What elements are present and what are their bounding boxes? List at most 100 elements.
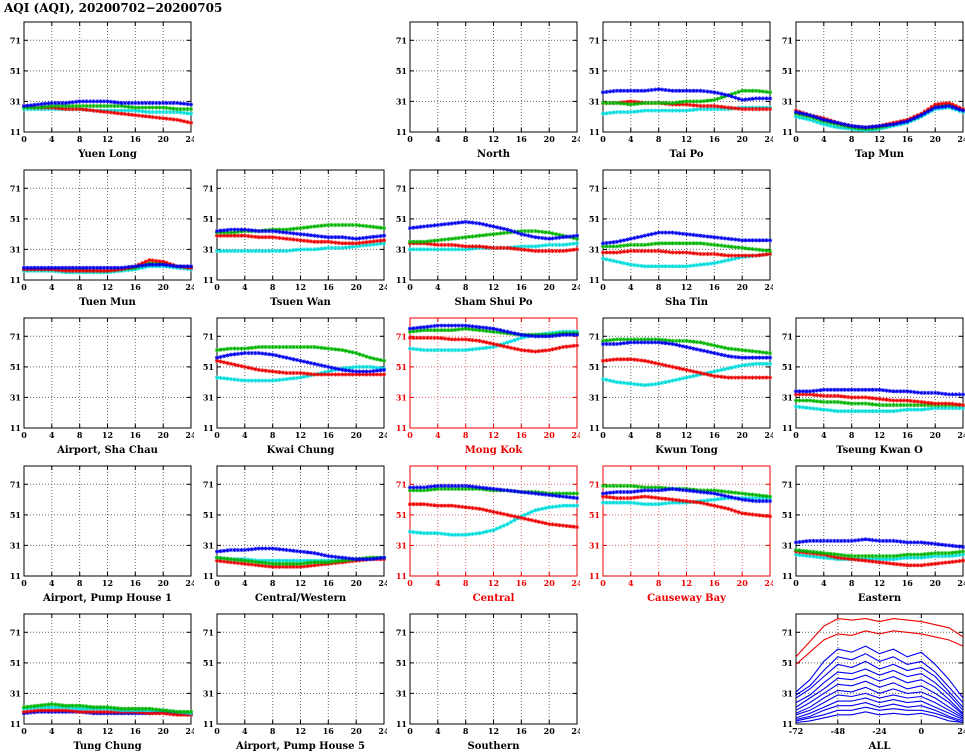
x-tick-label: 20 [158, 134, 170, 144]
x-tick-label: 4 [435, 578, 441, 588]
series-markers-cyan [214, 241, 387, 254]
y-tick-label: 51 [203, 658, 214, 668]
series-markers-cyan [793, 404, 965, 414]
panel-sha-tin: 0 4 8 12 16 20 24 11 31 51 71 Sha Tin [580, 164, 773, 312]
series-markers-green [600, 88, 773, 107]
y-tick-label: 71 [396, 35, 407, 45]
x-tick-label: 0 [21, 134, 27, 144]
y-tick-label: 11 [396, 423, 407, 433]
y-tick-label: 31 [782, 540, 793, 550]
x-tick-label: 20 [351, 282, 363, 292]
series-markers-blue [214, 351, 387, 374]
y-tick-label: 31 [396, 96, 407, 106]
x-tick-label: 16 [709, 578, 721, 588]
y-tick-label: 71 [396, 183, 407, 193]
series-blue-6 [795, 680, 964, 716]
chart-svg-eastern: 0 4 8 12 16 20 24 11 31 51 71 Eastern [782, 465, 965, 604]
chart-svg-causeway-bay: 0 4 8 12 16 20 24 11 31 51 71 Causeway Bay [589, 465, 773, 604]
series-markers-green [600, 241, 773, 254]
panel-yuen-long: 0 4 8 12 16 20 24 11 31 51 71 Yuen Long [1, 16, 194, 164]
x-tick-label: 8 [656, 282, 662, 292]
y-tick-label: 31 [589, 540, 600, 550]
x-tick-label: 16 [130, 282, 142, 292]
panel-southern: 0 4 8 12 16 20 24 11 31 51 71 Southern [387, 608, 580, 755]
x-tick-label: 8 [656, 430, 662, 440]
x-tick-label: 20 [544, 134, 556, 144]
panel-caption: Sha Tin [665, 297, 709, 308]
y-tick-label: 71 [782, 627, 793, 637]
y-tick-label: 11 [589, 127, 600, 137]
x-tick-label: 16 [516, 430, 528, 440]
panel-caption: Airport, Sha Chau [56, 445, 158, 456]
x-tick-label: 20 [737, 282, 749, 292]
chart-svg-north: 0 4 8 12 16 20 24 11 31 51 71 North [396, 21, 580, 160]
y-tick-label: 31 [782, 392, 793, 402]
y-tick-label: 11 [396, 127, 407, 137]
x-tick-label: 16 [516, 282, 528, 292]
series-markers-blue [214, 546, 387, 562]
chart-svg-southern: 0 4 8 12 16 20 24 11 31 51 71 Southern [396, 613, 580, 752]
x-tick-label: 4 [242, 726, 248, 736]
x-tick-label: 4 [435, 134, 441, 144]
x-tick-label: 16 [902, 134, 914, 144]
x-tick-label: 20 [158, 726, 170, 736]
series-markers-blue [21, 262, 194, 270]
x-tick-label: 12 [488, 134, 499, 144]
panel-caption: North [477, 149, 511, 160]
series-blue-2 [795, 653, 964, 703]
series-markers-blue [600, 340, 773, 360]
x-tick-label: 8 [270, 578, 276, 588]
y-tick-label: 71 [10, 331, 21, 341]
series-markers-blue [407, 483, 580, 501]
y-tick-label: 51 [10, 362, 21, 372]
x-tick-label: 0 [919, 726, 925, 736]
panel-airport-pump-house-5: 0 4 8 12 16 20 24 11 31 51 71 Airport, Pump House 5 [194, 608, 387, 755]
x-tick-label: 0 [214, 726, 220, 736]
panel-caption: Tung Chung [73, 741, 141, 752]
series-red-2 [795, 630, 964, 665]
x-tick-label: 8 [656, 578, 662, 588]
series-blue-10 [795, 702, 964, 722]
panel-tap-mun: 0 4 8 12 16 20 24 11 31 51 71 Tap Mun [773, 16, 965, 164]
series-markers-cyan [600, 361, 773, 388]
x-tick-label: 24 [378, 578, 387, 588]
chart-svg-kwun-tong: 0 4 8 12 16 20 24 11 31 51 71 Kwun Tong [589, 317, 773, 456]
y-tick-label: 71 [589, 331, 600, 341]
chart-svg-sham-shui-po: 0 4 8 12 16 20 24 11 31 51 71 Sham Shui Po [396, 169, 580, 308]
x-tick-label: 8 [77, 282, 83, 292]
y-tick-label: 51 [396, 66, 407, 76]
y-tick-label: 11 [396, 719, 407, 729]
x-tick-label: 24 [571, 134, 580, 144]
x-tick-label: 8 [656, 134, 662, 144]
x-tick-label: 4 [821, 578, 827, 588]
x-tick-label: 4 [49, 282, 55, 292]
panel-causeway-bay: 0 4 8 12 16 20 24 11 31 51 71 Causeway Bay [580, 460, 773, 608]
y-tick-label: 71 [10, 627, 21, 637]
series-blue-4 [795, 668, 964, 711]
chart-svg-tai-po: 0 4 8 12 16 20 24 11 31 51 71 Tai Po [589, 21, 773, 160]
y-tick-label: 51 [782, 658, 793, 668]
x-tick-label: 12 [488, 282, 499, 292]
y-tick-label: 71 [203, 479, 214, 489]
y-tick-label: 51 [396, 510, 407, 520]
x-tick-label: 24 [571, 282, 580, 292]
x-tick-label: 24 [764, 430, 773, 440]
y-tick-label: 51 [782, 362, 793, 372]
panel-caption: Airport, Pump House 1 [42, 593, 172, 604]
series-markers-blue [793, 103, 965, 130]
x-tick-label: 20 [158, 578, 170, 588]
chart-svg-tung-chung: 0 4 8 12 16 20 24 11 31 51 71 Tung Chung [10, 613, 194, 752]
chart-svg-central: 0 4 8 12 16 20 24 11 31 51 71 Central [396, 465, 580, 604]
x-tick-label: 24 [957, 430, 965, 440]
panel-kwai-chung: 0 4 8 12 16 20 24 11 31 51 71 Kwai Chung [194, 312, 387, 460]
y-tick-label: 71 [782, 35, 793, 45]
x-tick-label: 4 [628, 430, 634, 440]
series-markers-blue [600, 230, 773, 246]
panel-caption: ALL [868, 741, 891, 752]
x-tick-label: 0 [21, 430, 27, 440]
x-tick-label: 20 [544, 726, 556, 736]
series-markers-green [793, 547, 965, 559]
y-tick-label: 11 [10, 423, 21, 433]
x-tick-label: 20 [544, 282, 556, 292]
